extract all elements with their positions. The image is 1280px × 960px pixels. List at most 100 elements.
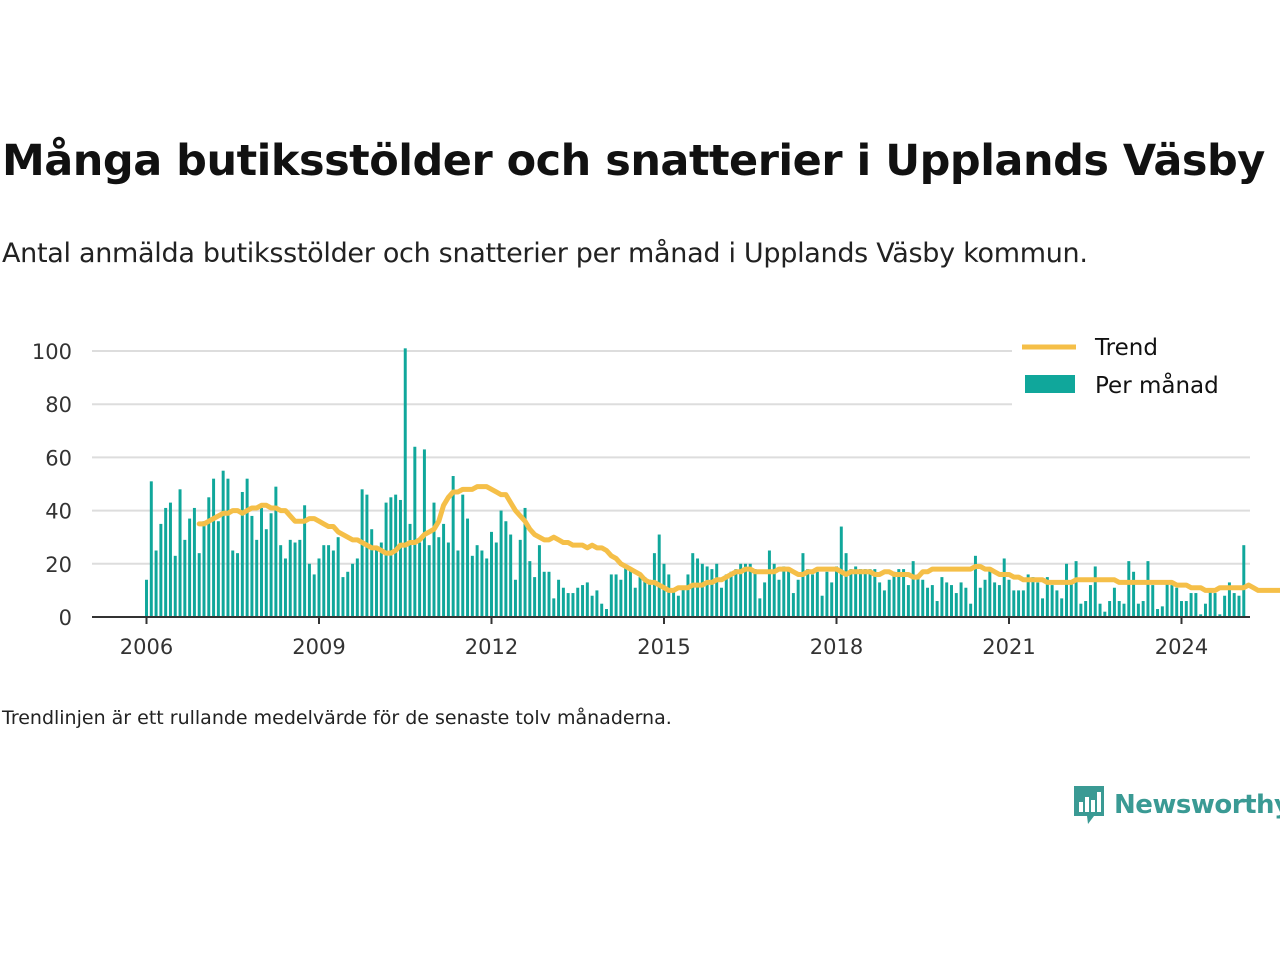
newsworthy-logo-icon [1074,786,1104,824]
bar [303,505,307,617]
bar [1117,601,1121,617]
bar [547,571,551,617]
bar [1146,561,1150,617]
bar [576,587,580,617]
bar [1060,598,1064,617]
bar [767,550,771,617]
bar [513,579,517,617]
bar [260,507,263,617]
bar [595,590,599,617]
bar [1012,590,1016,617]
x-tick-label: 2006 [120,635,173,659]
bar [648,579,652,617]
bar [245,478,249,617]
bar [585,582,589,617]
bar [959,582,963,617]
x-tick-label: 2021 [982,635,1035,659]
bar [657,534,661,617]
bar [1065,563,1068,617]
bar [969,603,973,617]
bar [892,571,896,617]
bar [1055,590,1059,617]
bar [375,547,378,617]
bar [672,590,676,617]
bar [504,521,508,617]
bar [667,574,671,617]
bar [882,590,886,617]
bar [351,563,355,617]
bar [255,539,259,617]
legend-bar-swatch [1025,375,1075,393]
bar [1170,585,1174,617]
bar [1098,603,1102,617]
bar [715,563,719,617]
bar [1189,593,1193,617]
bar [902,569,906,617]
bar [231,550,235,617]
bar [183,539,187,617]
bar [552,598,556,617]
bar [1041,598,1045,617]
bar [456,550,460,617]
bar [1026,574,1030,617]
bar [346,571,350,617]
bar [557,579,561,617]
bar [264,529,268,617]
bar [796,579,800,617]
bar [149,481,153,617]
bar [370,529,374,617]
bar [686,574,690,617]
legend-bar-label: Per månad [1095,371,1219,399]
bar [1175,587,1179,617]
bar [1218,614,1222,617]
bar [408,523,412,617]
bar [729,571,733,617]
bar [542,571,546,617]
newsworthy-logo: Newsworthy [1072,784,1280,826]
trend-line-group [196,484,1280,593]
bar [384,502,388,617]
bar [365,494,369,617]
legend-background [1012,330,1250,406]
bar [490,531,493,617]
x-tick-label: 2015 [637,635,690,659]
bar [624,566,628,617]
bar [403,348,407,617]
bar [926,587,930,617]
bar [518,539,522,617]
bar [763,582,767,617]
bar [533,577,537,617]
bar [494,542,498,617]
bar [1180,601,1183,617]
bar [1136,603,1140,617]
bar [1203,603,1207,617]
bar [1213,593,1217,617]
x-tick-label: 2018 [810,635,863,659]
bar [379,542,383,617]
bar [681,587,685,617]
bar [1184,601,1188,617]
bar [1103,611,1107,617]
bar [331,550,335,617]
legend-trend-label: Trend [1094,335,1158,361]
bar [1160,606,1164,617]
bar [643,577,647,617]
bar [1199,614,1203,617]
bar [499,510,503,617]
trend-line [196,484,1280,593]
y-tick-label: 80 [45,393,72,417]
bar [988,569,992,617]
bar [964,587,968,617]
bar [250,515,254,617]
bar [619,579,623,617]
bar [461,494,465,617]
bar [1079,603,1083,617]
bar [1237,595,1241,617]
bar [950,585,953,617]
newsworthy-logo-text: Newsworthy [1114,790,1280,820]
bar [212,478,216,617]
bar [720,587,723,617]
bar [1156,609,1160,617]
bar [1232,593,1236,617]
bar [978,587,982,617]
